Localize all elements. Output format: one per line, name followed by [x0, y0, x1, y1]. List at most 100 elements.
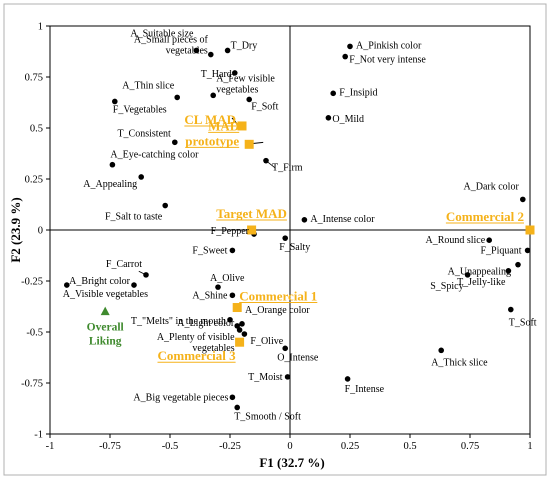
attribute-label: A_Thick slice	[431, 357, 488, 368]
attribute-label: A_Light color	[177, 318, 235, 329]
attribute-label: vegetables	[192, 343, 234, 354]
attribute-label: A_Few visible	[216, 73, 275, 84]
attribute-label: A_Shine	[192, 290, 228, 301]
attribute-label: vegetables	[166, 46, 208, 57]
attribute-label: A_Round slice	[425, 235, 485, 246]
x-tick-label: 0.5	[403, 441, 416, 452]
attribute-label: vegetables	[216, 84, 258, 95]
attribute-label: S_Spicy	[430, 281, 463, 292]
attribute-point	[246, 96, 252, 103]
y-tick-label: 0.75	[25, 73, 43, 84]
attribute-point	[330, 90, 337, 97]
attribute-label: A_Plenty of visible	[157, 332, 235, 343]
attribute-point	[162, 202, 168, 209]
product-label: Commercial 2	[446, 209, 524, 224]
overall-liking-label: Liking	[89, 336, 122, 348]
attribute-point	[224, 47, 231, 54]
y-axis-title: F2 (23.9 %)	[8, 197, 23, 262]
y-tick-label: 1	[38, 22, 43, 33]
attribute-point	[438, 347, 445, 354]
attribute-label: T_Soft	[509, 318, 537, 329]
chart-border	[3, 3, 547, 476]
attribute-point	[505, 268, 512, 274]
product-marker	[237, 121, 247, 131]
overall-liking-marker	[100, 306, 110, 316]
attribute-point	[239, 321, 245, 327]
attribute-label: F_Soft	[251, 101, 278, 112]
attribute-point	[464, 272, 471, 278]
attribute-label: A_Visible vegetables	[63, 289, 148, 300]
attribute-point	[143, 272, 149, 278]
attribute-label: A_Small pieces of	[134, 35, 209, 46]
overall-liking-label: Overall	[87, 322, 124, 334]
attribute-label: A_Dark color	[464, 181, 520, 192]
product-label: Commercial 3	[157, 348, 236, 363]
attribute-point	[325, 115, 332, 121]
attribute-point	[520, 196, 526, 203]
attribute-label: A_Bright color	[69, 276, 130, 287]
attribute-point	[229, 292, 236, 299]
x-tick-label: -0.5	[162, 441, 179, 452]
attribute-label: T_Firm	[272, 163, 303, 174]
attribute-point	[138, 174, 144, 180]
product-label: Commercial 1	[239, 289, 317, 304]
attribute-label: A_Appealing	[83, 179, 137, 190]
product-marker	[244, 139, 254, 149]
attribute-point	[282, 235, 289, 241]
attribute-point	[515, 261, 521, 268]
attribute-point	[215, 284, 221, 290]
attribute-label: F_Salty	[279, 242, 310, 253]
attribute-point	[229, 394, 236, 401]
attribute-label: A_Orange color	[245, 305, 310, 316]
attribute-point	[210, 92, 216, 99]
y-tick-label: -0.75	[21, 379, 43, 390]
attribute-label: F_Vegetables	[113, 104, 167, 115]
attribute-label: F_Carrot	[106, 259, 142, 270]
attribute-label: A_Pinkish color	[356, 40, 422, 51]
attribute-label: F_Piquant	[480, 245, 521, 256]
attribute-point	[236, 327, 243, 333]
attribute-point	[64, 282, 70, 288]
y-tick-label: -0.5	[26, 328, 43, 339]
attribute-label: A_Big vegetable pieces	[133, 392, 228, 403]
x-tick-label: 0.25	[341, 441, 359, 452]
x-tick-label: -0.25	[219, 441, 241, 452]
attribute-point	[234, 323, 240, 329]
attribute-label: T_Smooth / Soft	[234, 411, 301, 422]
y-tick-label: 0.25	[25, 175, 43, 186]
attribute-point	[109, 161, 116, 168]
attribute-label: F_Sweet	[192, 245, 227, 256]
product-marker	[235, 337, 245, 347]
product-label: Target MAD	[216, 206, 287, 221]
attribute-point	[508, 306, 514, 313]
x-tick-label: -0.75	[99, 441, 121, 452]
attribute-label: A_Intense color	[310, 214, 375, 225]
attribute-label: F_Insipid	[339, 87, 377, 98]
attribute-point	[524, 247, 531, 254]
marks	[64, 43, 535, 411]
attribute-label: A_Thin slice	[122, 80, 174, 91]
attribute-point	[232, 70, 238, 76]
attribute-point	[347, 43, 353, 50]
attribute-label: O_Intense	[277, 352, 319, 363]
product-label: prototype	[185, 133, 239, 148]
attribute-point	[193, 47, 200, 54]
attribute-point	[263, 157, 269, 164]
attribute-point	[112, 98, 118, 105]
attribute-label: F_Pepper	[211, 226, 250, 237]
attribute-point	[486, 237, 493, 243]
x-axis-title: F1 (32.7 %)	[259, 455, 324, 470]
x-tick-label: 0.75	[461, 441, 479, 452]
y-tick-label: 0	[38, 226, 43, 237]
attribute-label: A_Eye-catching color	[110, 150, 199, 161]
axes: -1 -0.75 -0.5 -0.25 0 0.25 0.5 0.75 1 1 0.75 0.5 0.2…	[21, 22, 533, 453]
product-label: CL MAD	[184, 112, 236, 127]
attribute-label: F_Not very intense	[349, 55, 426, 66]
x-tick-label: -1	[46, 441, 55, 452]
y-tick-label: -0.25	[21, 277, 43, 288]
attribute-point	[301, 217, 308, 223]
attribute-label: A_Olive	[210, 273, 245, 284]
attribute-label: T_"Melts" in the mouth	[131, 316, 226, 327]
attribute-label: A_Unappealing	[448, 267, 511, 278]
